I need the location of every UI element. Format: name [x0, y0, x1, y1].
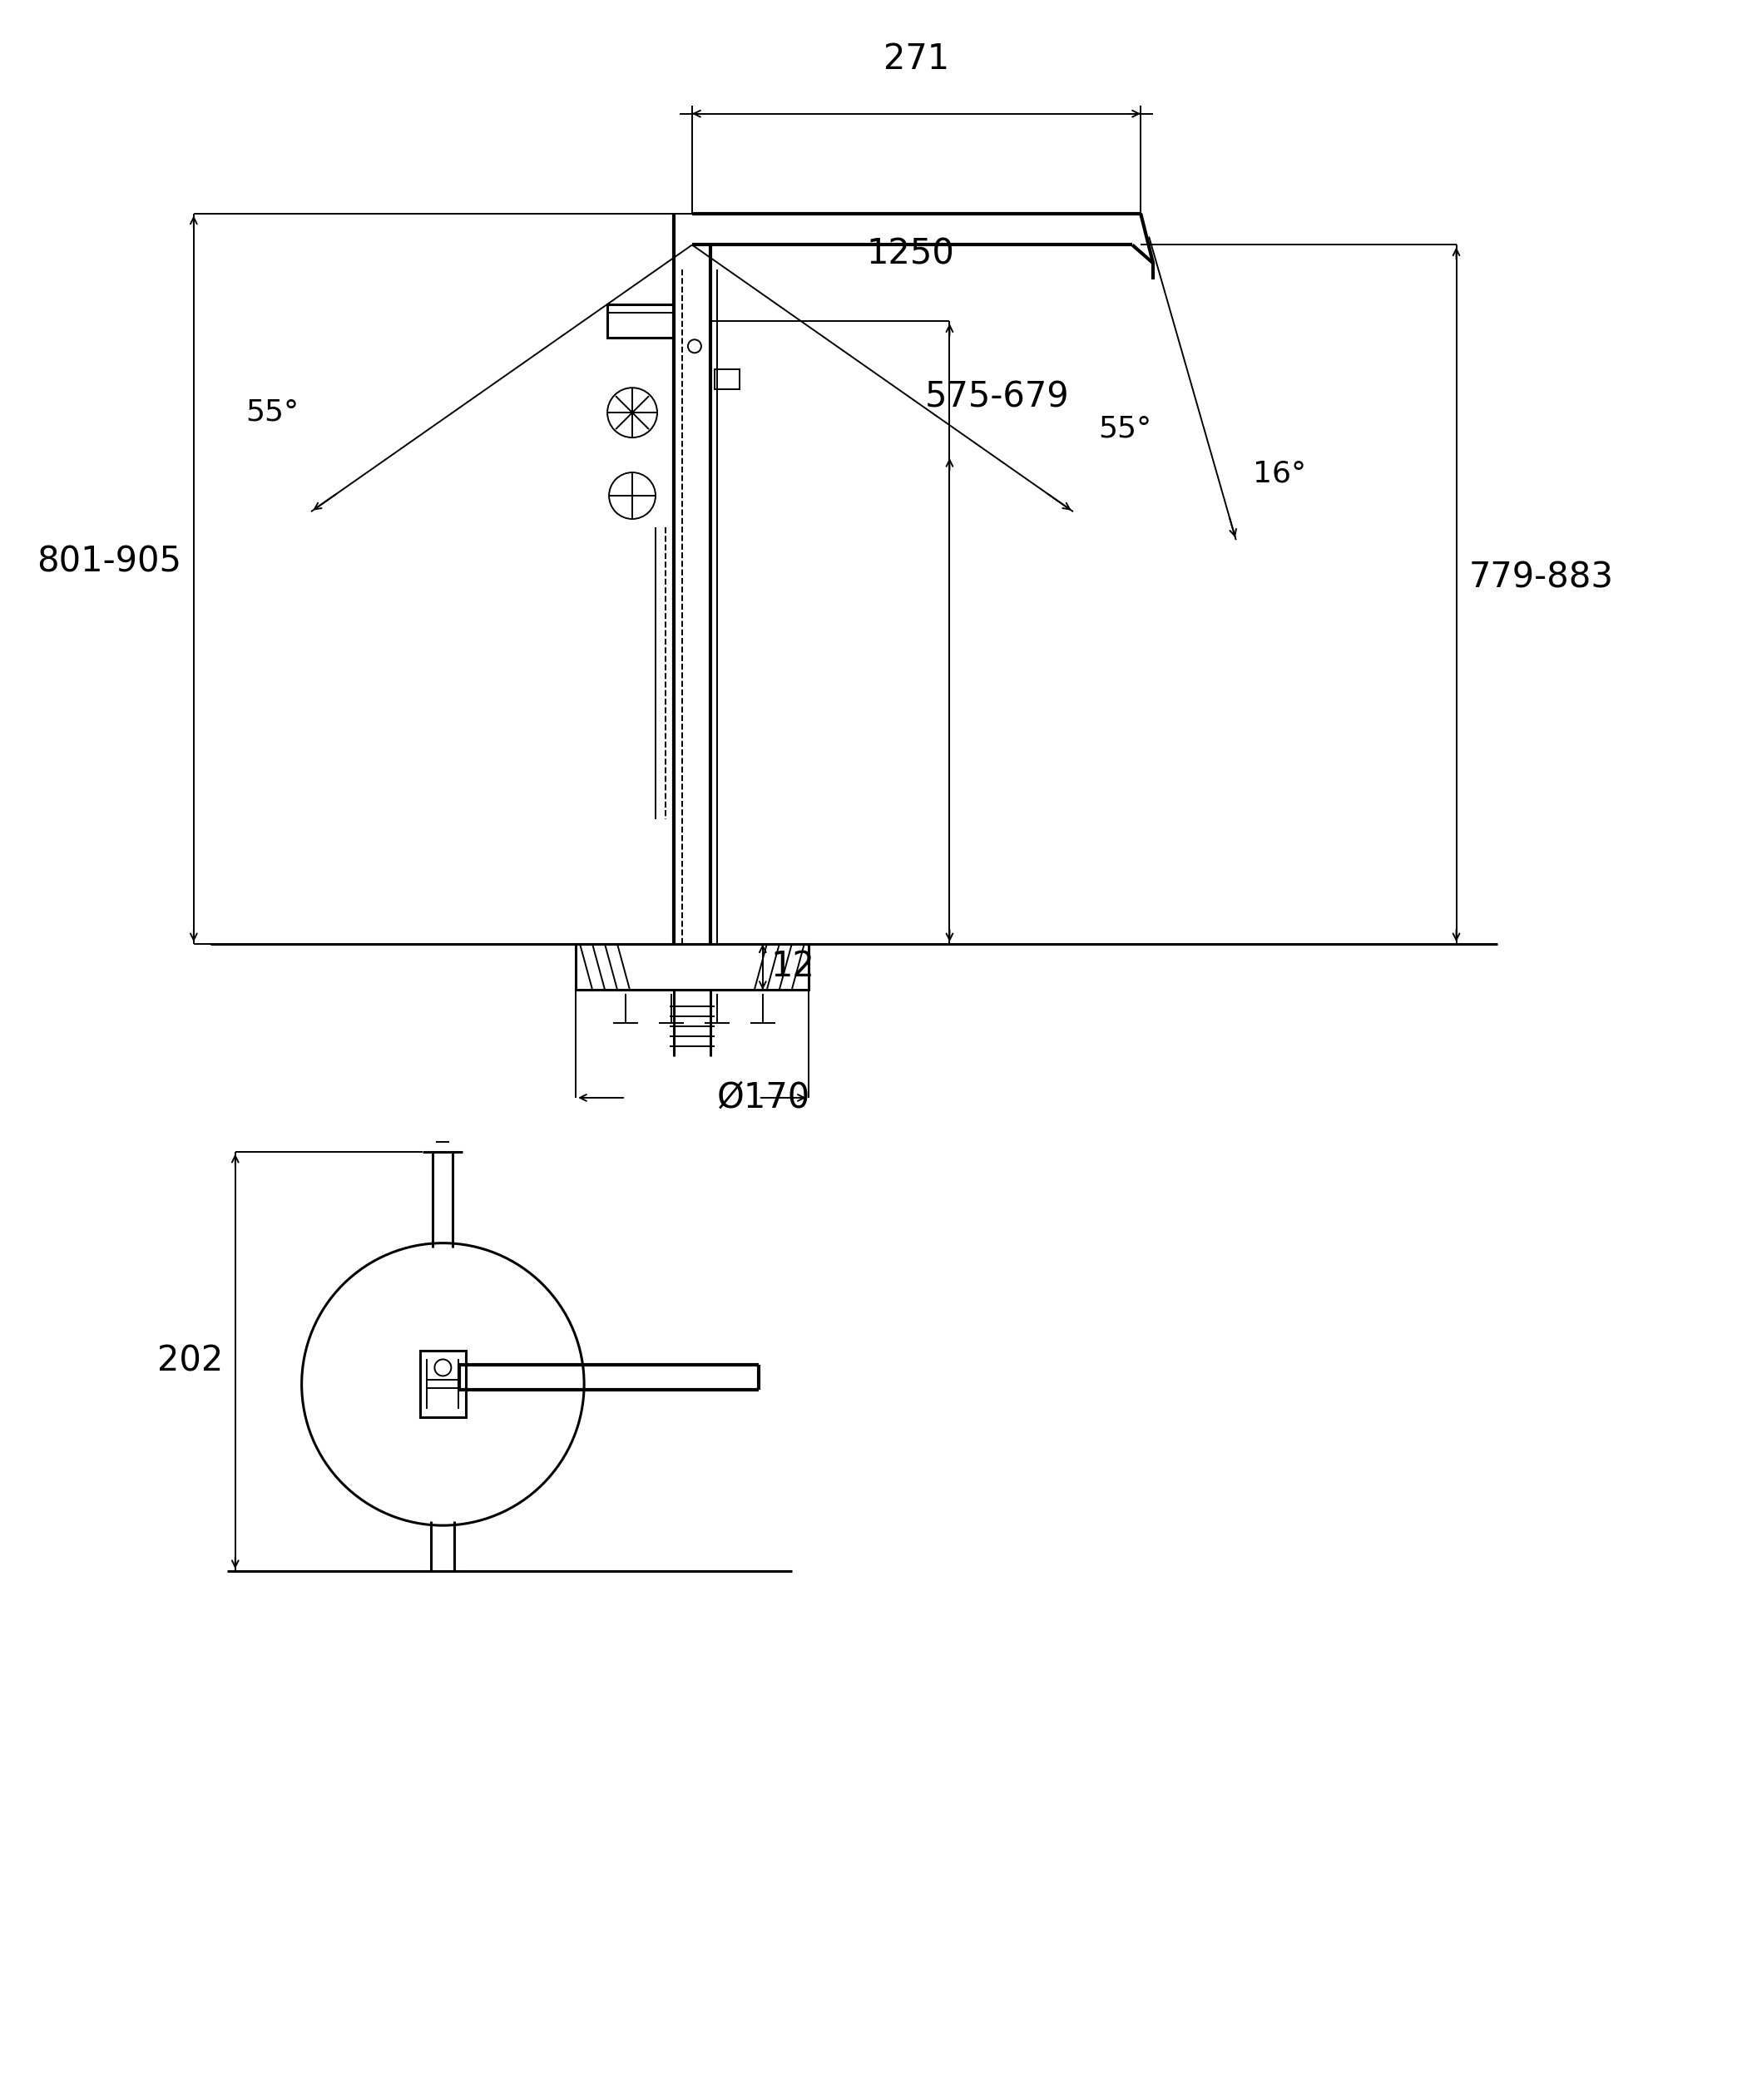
- Bar: [715, 370, 739, 388]
- Text: 55°: 55°: [1099, 414, 1151, 443]
- Text: 12: 12: [771, 949, 815, 985]
- Text: 1250: 1250: [867, 237, 955, 271]
- Text: 271: 271: [883, 42, 950, 76]
- Text: 575-679: 575-679: [925, 380, 1069, 414]
- Text: 202: 202: [158, 1344, 223, 1380]
- Bar: [420, 1350, 466, 1418]
- Text: 801-905: 801-905: [37, 544, 180, 580]
- Text: 779-883: 779-883: [1468, 561, 1614, 596]
- Text: 55°: 55°: [245, 397, 298, 426]
- Bar: [608, 304, 675, 338]
- Bar: [576, 945, 808, 989]
- Text: 16°: 16°: [1253, 460, 1305, 487]
- Text: Ø170: Ø170: [717, 1079, 811, 1115]
